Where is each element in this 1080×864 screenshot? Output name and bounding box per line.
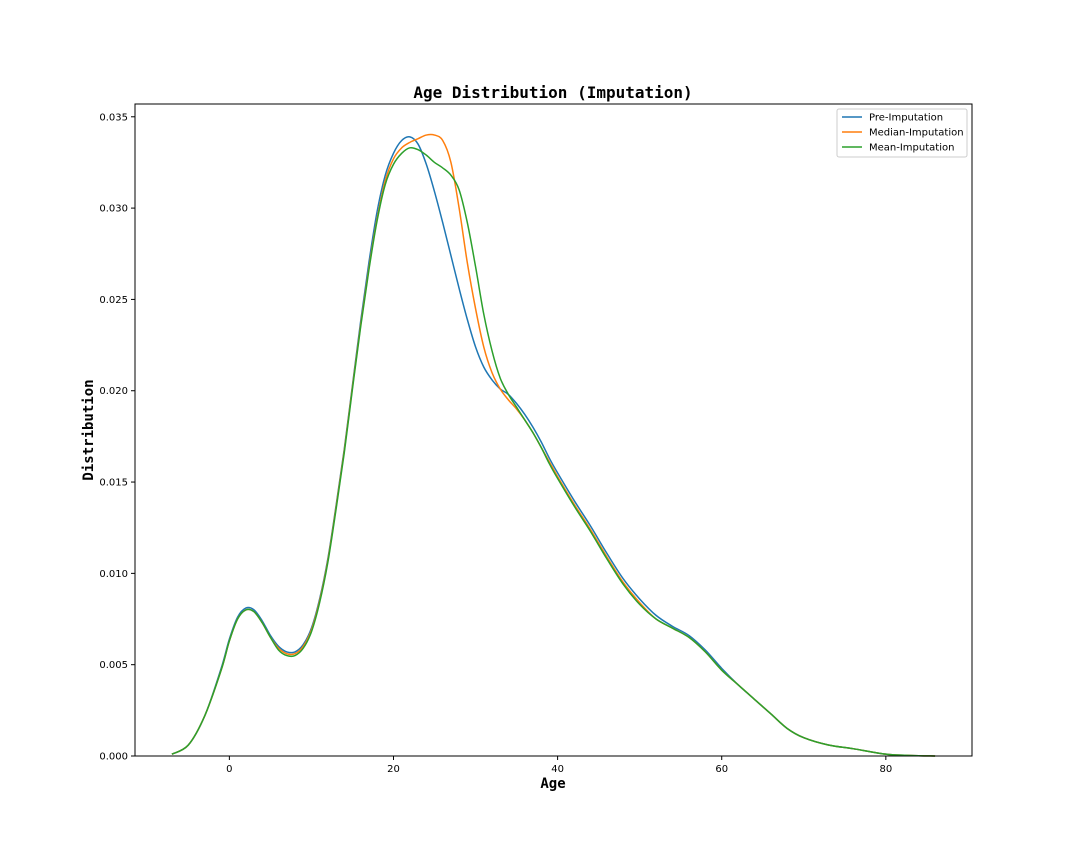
x-axis-title: Age (540, 776, 565, 792)
x-tick-label: 20 (387, 764, 400, 775)
x-tick-label: 60 (715, 764, 728, 775)
y-tick-label: 0.005 (99, 660, 128, 671)
series-line-mean-imputation (171, 146, 936, 757)
x-axis: 0 20 40 60 80 (226, 756, 892, 775)
y-tick-label: 0.025 (99, 295, 128, 306)
x-tick-label: 40 (551, 764, 564, 775)
y-tick-label: 0.035 (99, 112, 128, 123)
series-line-median-imputation (171, 133, 936, 757)
series-layer (171, 133, 936, 757)
series-line-pre-imputation (171, 135, 936, 757)
chart-title: Age Distribution (Imputation) (413, 83, 692, 102)
legend-label-pre-imputation: Pre-Imputation (869, 113, 943, 124)
x-tick-label: 0 (226, 764, 232, 775)
y-axis-title: Distribution (81, 379, 97, 480)
y-tick-label: 0.030 (99, 204, 128, 215)
y-axis: 0.000 0.005 0.010 0.015 0.020 0.025 0.030 0.035 (99, 112, 135, 763)
legend-label-mean-imputation: Mean-Imputation (869, 143, 954, 154)
y-tick-label: 0.010 (99, 569, 128, 580)
plot-frame (134, 103, 973, 757)
y-tick-label: 0.000 (99, 752, 128, 763)
legend: Pre-Imputation Median-Imputation Mean-Impu… (836, 108, 968, 158)
x-tick-label: 80 (879, 764, 892, 775)
legend-box (836, 108, 968, 158)
y-tick-label: 0.015 (99, 478, 128, 489)
legend-label-median-imputation: Median-Imputation (869, 128, 964, 139)
legend-items: Pre-Imputation Median-Imputation Mean-Impu… (842, 113, 964, 154)
y-tick-label: 0.020 (99, 386, 128, 397)
